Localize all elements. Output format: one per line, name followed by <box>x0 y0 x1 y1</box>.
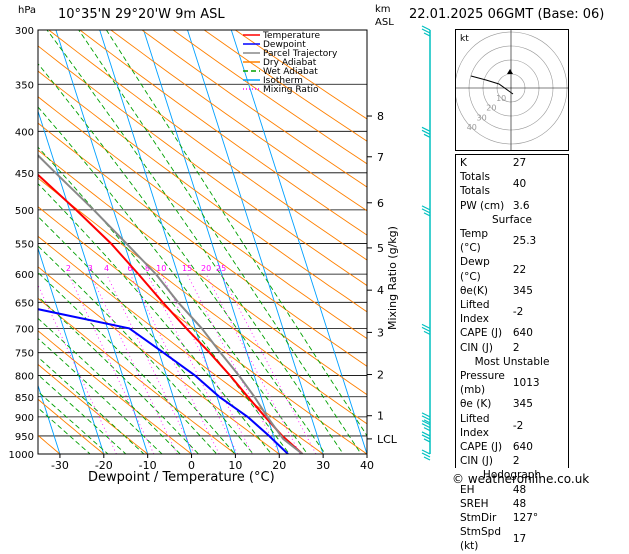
storm-motion-marker <box>507 69 513 74</box>
index-row: CAPE (J)640 <box>456 326 568 340</box>
wet-adiabat-line <box>71 18 373 471</box>
legend-label: Mixing Ratio <box>263 85 319 95</box>
mixing-ratio-tick: 20 <box>201 264 211 273</box>
index-label: PW (cm) <box>456 199 509 213</box>
wind-barb <box>422 26 430 36</box>
pressure-tick-label: 800 <box>15 371 34 382</box>
pressure-tick-label: 700 <box>15 324 34 335</box>
pressure-tick-label: 450 <box>15 169 34 180</box>
wet-adiabat-line <box>99 18 390 471</box>
pressure-tick-label: 400 <box>15 127 34 138</box>
index-row: Lifted Index-2 <box>456 412 568 440</box>
index-row: Pressure (mb)1013 <box>456 369 568 397</box>
index-label: K <box>456 156 509 170</box>
height-tick-label: LCL <box>377 433 398 446</box>
index-row: CIN (J)2 <box>456 454 568 468</box>
mixing-ratio-axis-label: Mixing Ratio (g/kg) <box>386 226 399 330</box>
hodograph-trace <box>471 76 513 94</box>
wind-barb <box>422 450 430 460</box>
pressure-tick-label: 500 <box>15 206 34 217</box>
height-tick-label: 3 <box>377 326 384 339</box>
temperature-tick-label: 40 <box>360 459 374 472</box>
mixing-ratio-line <box>130 274 219 454</box>
height-tick-label: 7 <box>377 151 384 164</box>
temperature-tick-label: 30 <box>316 459 330 472</box>
x-axis-label: Dewpoint / Temperature (°C) <box>88 470 275 485</box>
pressure-tick-label: 950 <box>15 432 34 443</box>
mixing-ratio-line <box>161 274 252 454</box>
pressure-tick-label: 1000 <box>9 450 34 461</box>
wind-barb <box>422 127 430 137</box>
index-value: 27 <box>509 156 568 170</box>
dry-adiabat-line <box>0 18 80 471</box>
height-tick-label: 8 <box>377 110 384 123</box>
height-tick-label: 1 <box>377 410 384 423</box>
mixing-ratio-tick: 2 <box>66 264 71 273</box>
index-row: Temp (°C)25.3 <box>456 227 568 255</box>
mixing-ratio-line <box>68 274 153 454</box>
height-tick-label: 2 <box>377 369 384 382</box>
pressure-tick-label: 350 <box>15 80 34 91</box>
index-label: Totals Totals <box>456 170 509 198</box>
index-row: θe(K)345 <box>456 284 568 298</box>
isotherm-line <box>0 30 16 454</box>
dewpoint-line <box>0 30 288 454</box>
hodograph-ring-label: 10 <box>496 94 506 103</box>
credit-link[interactable]: © weatheronline.co.uk <box>452 472 589 486</box>
mixing-ratio-tick: 4 <box>104 264 109 273</box>
pressure-tick-label: 300 <box>15 26 34 37</box>
pressure-tick-label: 850 <box>15 393 34 404</box>
surface-title: Surface <box>456 213 568 227</box>
height-tick-label: 4 <box>377 284 384 297</box>
isotherm-line <box>100 30 236 454</box>
index-row: Lifted Index-2 <box>456 298 568 326</box>
height-tick-label: 5 <box>377 242 384 255</box>
index-row: CAPE (J)640 <box>456 440 568 454</box>
hodograph-ring-label: 30 <box>477 113 487 122</box>
mixing-ratio-tick: 15 <box>182 264 192 273</box>
index-value: 40 <box>509 170 568 198</box>
index-row: StmSpd (kt)17 <box>456 525 568 553</box>
index-row: PW (cm)3.6 <box>456 199 568 213</box>
index-row: θe (K)345 <box>456 397 568 411</box>
hodograph-ring-label: 40 <box>467 123 477 132</box>
wind-barb <box>422 324 430 334</box>
index-row: Dewp (°C)22 <box>456 255 568 283</box>
mixing-ratio-tick: 25 <box>216 264 226 273</box>
pressure-tick-label: 750 <box>15 349 34 360</box>
height-tick-label: 6 <box>377 197 384 210</box>
pressure-tick-label: 900 <box>15 413 34 424</box>
temperature-tick-label: -30 <box>51 459 69 472</box>
pressure-tick-label: 550 <box>15 239 34 250</box>
wind-barb <box>422 206 430 216</box>
dry-adiabat-line <box>0 18 436 471</box>
wind-barb <box>422 432 430 442</box>
pressure-tick-label: 650 <box>15 298 34 309</box>
index-row: CIN (J)2 <box>456 341 568 355</box>
dry-adiabat-line <box>0 18 481 471</box>
index-value: 3.6 <box>509 199 568 213</box>
most-unstable-title: Most Unstable <box>456 355 568 369</box>
wet-adiabat-line <box>0 18 232 471</box>
mixing-ratio-line <box>90 274 177 454</box>
pressure-tick-label: 600 <box>15 270 34 281</box>
hodograph-ring-label: 20 <box>486 104 496 113</box>
mixing-ratio-tick: 3 <box>88 264 93 273</box>
mixing-ratio-tick: 10 <box>156 264 166 273</box>
hodograph-unit: kt <box>460 34 469 44</box>
